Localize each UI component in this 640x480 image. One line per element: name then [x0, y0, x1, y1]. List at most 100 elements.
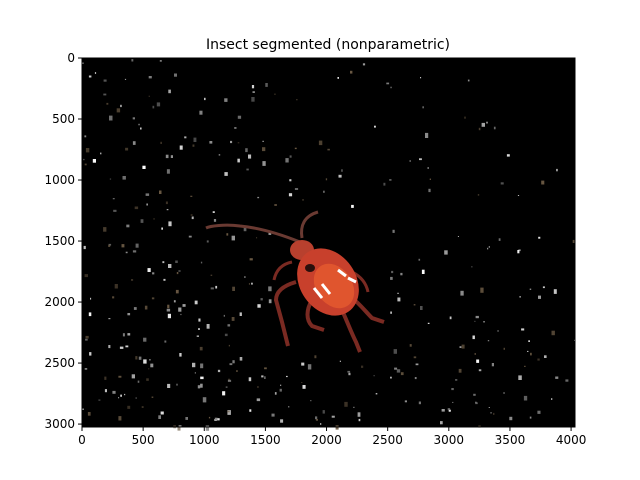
- speckle: [148, 95, 150, 97]
- speckle: [451, 388, 454, 391]
- x-tick-label: 1500: [250, 433, 281, 447]
- speckle: [109, 178, 112, 180]
- speckle: [248, 154, 252, 159]
- speckle: [210, 274, 213, 276]
- speckle: [90, 297, 92, 300]
- speckle: [389, 179, 392, 181]
- speckle: [521, 328, 525, 331]
- speckle: [213, 219, 217, 222]
- speckle: [519, 296, 521, 298]
- speckle: [418, 258, 421, 261]
- plot-frame: [81, 57, 576, 428]
- speckle: [168, 89, 171, 94]
- speckle: [106, 102, 109, 105]
- speckle: [361, 365, 364, 368]
- speckle: [551, 398, 553, 400]
- speckle: [301, 382, 303, 383]
- speckle: [339, 360, 341, 362]
- speckle: [280, 419, 284, 423]
- speckle: [153, 218, 155, 220]
- speckle: [528, 340, 530, 342]
- speckle: [274, 392, 277, 395]
- speckle: [190, 214, 193, 216]
- speckle: [215, 285, 218, 289]
- speckle: [84, 163, 87, 166]
- speckle: [114, 284, 118, 289]
- speckle: [289, 155, 292, 158]
- speckle: [478, 127, 481, 131]
- speckle: [261, 375, 264, 378]
- y-tick-label: 1000: [44, 173, 75, 187]
- speckle: [133, 307, 137, 310]
- speckle: [400, 372, 404, 376]
- speckle: [459, 346, 462, 348]
- speckle: [198, 328, 200, 330]
- speckle: [199, 346, 203, 351]
- speckle: [251, 97, 255, 102]
- speckle: [444, 250, 448, 255]
- speckle: [418, 401, 421, 405]
- speckle: [325, 178, 328, 181]
- speckle: [226, 233, 229, 236]
- speckle: [210, 287, 214, 290]
- insect-leg: [273, 280, 297, 347]
- speckle: [288, 406, 290, 408]
- speckle: [120, 104, 122, 108]
- speckle: [420, 77, 422, 79]
- insect-segment: [205, 210, 385, 353]
- speckle: [491, 363, 494, 367]
- speckle: [422, 106, 424, 109]
- speckle: [413, 356, 417, 359]
- speckle: [126, 224, 130, 228]
- speckle: [251, 85, 255, 89]
- speckle: [87, 412, 91, 416]
- speckle: [190, 195, 193, 197]
- speckle: [440, 421, 443, 425]
- speckle: [351, 204, 354, 208]
- speckle: [538, 236, 541, 239]
- speckle: [357, 412, 361, 417]
- speckle: [409, 344, 412, 347]
- speckle: [165, 201, 168, 205]
- speckle: [427, 167, 429, 169]
- speckle: [447, 408, 451, 411]
- speckle: [527, 350, 529, 352]
- x-tick-label: 2500: [372, 433, 403, 447]
- speckle: [120, 394, 122, 397]
- speckle: [518, 249, 521, 252]
- speckle: [148, 368, 150, 370]
- speckle: [118, 375, 122, 378]
- speckle: [318, 140, 323, 146]
- speckle: [524, 365, 526, 367]
- speckle: [168, 264, 172, 268]
- speckle: [320, 423, 322, 425]
- speckle: [530, 352, 532, 356]
- speckle: [467, 79, 470, 82]
- speckle: [251, 282, 253, 285]
- speckle: [427, 322, 430, 324]
- speckle: [204, 97, 206, 101]
- speckle: [523, 395, 528, 401]
- speckle: [122, 176, 126, 180]
- speckle: [478, 369, 482, 372]
- speckle: [555, 376, 559, 379]
- speckle: [82, 408, 84, 410]
- speckle: [257, 304, 261, 308]
- speckle: [224, 172, 228, 176]
- speckle: [89, 352, 92, 356]
- speckle: [229, 363, 233, 366]
- speckle: [472, 335, 475, 340]
- speckle: [396, 369, 401, 373]
- y-axis: 0 500 1000 1500 2000 2500 3000: [44, 51, 82, 431]
- speckle: [476, 359, 480, 363]
- speckle: [415, 363, 419, 366]
- speckle: [179, 145, 183, 150]
- speckle: [274, 204, 277, 206]
- insect-marking: [347, 276, 357, 284]
- speckle: [331, 415, 335, 418]
- speckle: [249, 409, 252, 412]
- speckle: [200, 363, 204, 369]
- speckle: [162, 261, 165, 264]
- speckle: [425, 132, 429, 138]
- x-tick-label: 500: [132, 433, 155, 447]
